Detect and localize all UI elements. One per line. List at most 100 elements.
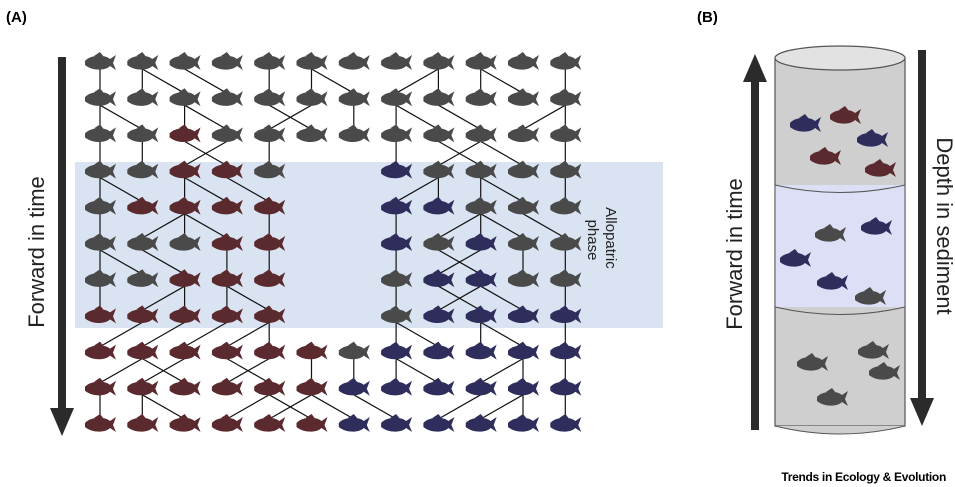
fish [508, 378, 539, 396]
fish [170, 414, 201, 432]
arrow-head [743, 54, 767, 82]
fish [170, 342, 201, 360]
core-bottom [775, 426, 905, 434]
link [185, 105, 227, 129]
fish [127, 124, 158, 142]
fish [85, 52, 116, 70]
fish [381, 124, 412, 142]
fish [127, 378, 158, 396]
fish [381, 88, 412, 106]
fish [466, 88, 497, 106]
fish [423, 342, 454, 360]
fish [127, 88, 158, 106]
credit: Trends in Ecology & Evolution [781, 470, 946, 484]
axis-label: Forward in time [722, 178, 747, 330]
fish [339, 414, 370, 432]
fish [212, 124, 243, 142]
link [481, 359, 523, 383]
fish [297, 378, 328, 396]
fish [508, 342, 539, 360]
axis-label: Forward in time [24, 176, 49, 328]
region-label-line: phase [584, 220, 601, 261]
fish [254, 414, 285, 432]
link [185, 69, 227, 93]
fish [127, 414, 158, 432]
fish [212, 342, 243, 360]
panel-label: (B) [697, 9, 718, 26]
fish [550, 342, 581, 360]
link [396, 69, 438, 93]
link [481, 141, 523, 165]
fish [127, 342, 158, 360]
fish [466, 342, 497, 360]
link [523, 105, 565, 129]
link [100, 105, 142, 129]
fish [508, 52, 539, 70]
link [142, 395, 184, 419]
fish [423, 52, 454, 70]
arrow-head [50, 408, 74, 436]
link [312, 69, 354, 93]
fish [423, 88, 454, 106]
fish [550, 88, 581, 106]
fish [85, 378, 116, 396]
link [227, 395, 269, 419]
fish [339, 378, 370, 396]
link [481, 69, 523, 93]
axis-label: Depth in sediment [932, 137, 955, 314]
fish [254, 342, 285, 360]
fish [550, 378, 581, 396]
fish [381, 378, 412, 396]
fish [508, 88, 539, 106]
core-top [775, 46, 905, 70]
link [142, 69, 184, 93]
fish [466, 124, 497, 142]
fish [423, 378, 454, 396]
fish [212, 414, 243, 432]
fish [127, 52, 158, 70]
fish [297, 88, 328, 106]
fish [339, 342, 370, 360]
fish [466, 414, 497, 432]
link [396, 105, 438, 129]
fish [170, 88, 201, 106]
fish [466, 52, 497, 70]
fish [550, 414, 581, 432]
fish [381, 342, 412, 360]
fish [381, 414, 412, 432]
link [312, 395, 354, 419]
link [438, 105, 480, 129]
fish [170, 52, 201, 70]
figure: (A) (B) Forward in time Allopatric phase… [0, 0, 955, 487]
fish [170, 124, 201, 142]
fish [339, 52, 370, 70]
fish [339, 88, 370, 106]
fish [297, 124, 328, 142]
link [481, 395, 523, 419]
fish [85, 342, 116, 360]
fish [466, 378, 497, 396]
panel-label: (A) [6, 9, 27, 26]
fish [254, 52, 285, 70]
fish [254, 378, 285, 396]
link [100, 359, 142, 383]
fish [297, 342, 328, 360]
fish [170, 378, 201, 396]
fish [212, 52, 243, 70]
arrow-head [910, 398, 934, 426]
fish [508, 124, 539, 142]
fish [254, 88, 285, 106]
fish [550, 52, 581, 70]
fish [339, 124, 370, 142]
region-label-line: Allopatric [602, 207, 619, 269]
link [438, 395, 480, 419]
fish [85, 414, 116, 432]
fish [423, 414, 454, 432]
core-middle [775, 185, 905, 307]
link [396, 359, 438, 383]
fish [85, 88, 116, 106]
fish [85, 124, 116, 142]
link [354, 395, 396, 419]
fish [550, 124, 581, 142]
fish [381, 52, 412, 70]
